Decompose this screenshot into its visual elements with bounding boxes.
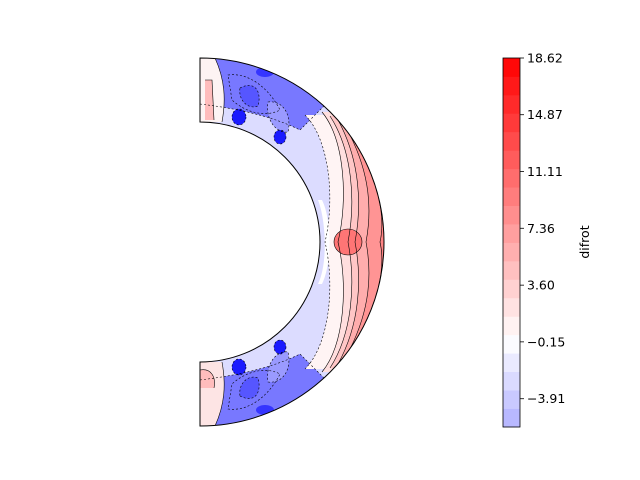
colorbar-swatch <box>503 316 520 336</box>
colorbar-swatch <box>503 390 520 409</box>
colorbar-label: difrot <box>577 225 592 258</box>
colorbar-swatch <box>503 150 520 170</box>
colorbar-swatch <box>503 224 520 243</box>
colorbar-swatch <box>503 279 520 299</box>
shell-outline <box>199 57 385 427</box>
colorbar-tick-label: 14.87 <box>527 107 563 122</box>
colorbar: −3.91 −0.15 3.60 7.36 11.11 14.87 18.62 difrot <box>502 51 592 428</box>
contour-lines <box>200 58 383 426</box>
colorbar-swatch <box>503 334 520 354</box>
colorbar-tick-label: 18.62 <box>527 51 563 66</box>
colorbar-tick-label: 11.11 <box>527 164 563 179</box>
contour-fill <box>200 58 384 426</box>
colorbar-swatch <box>503 168 520 188</box>
colorbar-swatch <box>503 371 520 391</box>
colorbar-swatches <box>503 58 520 428</box>
colorbar-swatch <box>503 113 520 133</box>
contour-plot <box>199 57 385 427</box>
colorbar-swatch <box>503 76 520 96</box>
colorbar-tick-label: −3.91 <box>527 391 565 406</box>
colorbar-swatch <box>503 131 520 151</box>
colorbar-swatch <box>503 187 520 206</box>
colorbar-swatch <box>503 353 520 373</box>
colorbar-swatch <box>503 58 520 77</box>
colorbar-swatch <box>503 260 520 280</box>
colorbar-tick-label: 3.60 <box>527 278 555 293</box>
colorbar-tick-label: −0.15 <box>527 334 565 349</box>
colorbar-swatch <box>503 242 520 262</box>
contour-lines-negative <box>200 74 331 410</box>
colorbar-tick-label: 7.36 <box>527 221 555 236</box>
colorbar-swatch <box>503 408 520 428</box>
colorbar-swatch <box>503 94 520 114</box>
colorbar-frame <box>502 57 521 428</box>
colorbar-ticks: −3.91 −0.15 3.60 7.36 11.11 14.87 18.62 <box>520 51 565 406</box>
colorbar-swatch <box>503 297 520 317</box>
colorbar-swatch <box>503 205 520 225</box>
